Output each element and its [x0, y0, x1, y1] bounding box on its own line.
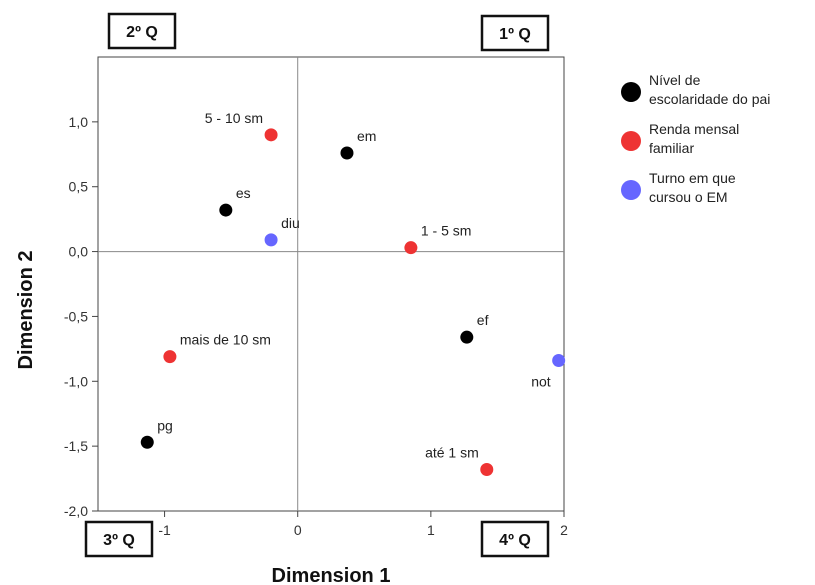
data-point-pg [140, 435, 154, 449]
data-point-mais-de-10-sm [163, 350, 177, 364]
quadrant-labels: 2º Q 1º Q 3º Q 4º Q [84, 12, 550, 558]
quadrant-label-bottom-right: 4º Q [480, 520, 550, 558]
x-tick-label: 2 [560, 522, 568, 538]
data-point-até-1-sm [480, 462, 494, 476]
quadrant-label-top-left: 2º Q [107, 12, 177, 50]
legend-item: Turno em que cursou o EM [621, 170, 736, 205]
x-tick-label: 1 [427, 522, 435, 538]
data-point-em [340, 146, 354, 160]
data-label: es [236, 185, 251, 201]
legend-label: cursou o EM [649, 189, 728, 205]
quadrant-label-text: 3º Q [103, 532, 135, 549]
y-tick-label: -1,0 [64, 373, 88, 389]
data-label: mais de 10 sm [180, 332, 271, 348]
x-tick-label: -1 [158, 522, 171, 538]
data-label: not [531, 374, 551, 390]
data-label: 5 - 10 sm [205, 110, 263, 126]
legend-label: Nível de [649, 72, 701, 88]
y-tick-label: 1,0 [69, 114, 89, 130]
legend-item: Renda mensal familiar [621, 121, 739, 156]
plot-frame [97, 56, 565, 512]
x-axis-title: Dimension 1 [272, 565, 391, 585]
data-label: 1 - 5 sm [421, 223, 472, 239]
x-axis-ticks: -1 0 1 2 [158, 511, 568, 538]
data-label: pg [157, 417, 173, 433]
data-point-not [552, 354, 566, 368]
quadrant-label-text: 2º Q [126, 24, 158, 41]
quadrant-label-text: 1º Q [499, 26, 531, 43]
quadrant-label-bottom-left: 3º Q [84, 520, 154, 558]
data-point-diu [264, 233, 278, 247]
data-points: em es ef pg 5 - 10 sm 1 - 5 sm mais de 10 sm at… [140, 110, 566, 476]
data-label: ef [477, 312, 489, 328]
legend: Nível de escolaridade do pai Renda mensal f… [621, 72, 770, 205]
legend-marker [621, 180, 641, 200]
y-tick-label: -0,5 [64, 308, 88, 324]
quadrant-label-box [480, 520, 550, 558]
data-point-ef [460, 330, 474, 344]
quadrant-label-box [480, 14, 550, 52]
x-tick-label: 0 [294, 522, 302, 538]
data-label: diu [281, 215, 300, 231]
quadrant-label-top-right: 1º Q [480, 14, 550, 52]
legend-label: Turno em que [649, 170, 736, 186]
y-axis-ticks: 1,0 0,5 0,0 -0,5 -1,0 -1,5 -2,0 [64, 114, 98, 519]
reference-lines [98, 57, 564, 511]
quadrant-label-box [84, 520, 154, 558]
data-point-1---5-sm [404, 241, 418, 255]
quadrant-label-box [107, 12, 177, 50]
legend-item: Nível de escolaridade do pai [621, 72, 770, 107]
data-label: até 1 sm [425, 444, 479, 460]
quadrant-label-text: 4º Q [499, 532, 531, 549]
legend-label: familiar [649, 140, 694, 156]
legend-marker [621, 82, 641, 102]
y-tick-label: 0,0 [69, 244, 89, 260]
legend-marker [621, 131, 641, 151]
data-point-es [219, 203, 233, 217]
y-tick-label: 0,5 [69, 179, 89, 195]
y-tick-label: -2,0 [64, 503, 88, 519]
y-tick-label: -1,5 [64, 438, 88, 454]
data-label: em [357, 128, 376, 144]
legend-label: Renda mensal [649, 121, 739, 137]
data-point-5---10-sm [264, 128, 278, 142]
legend-label: escolaridade do pai [649, 91, 770, 107]
y-axis-title: Dimension 2 [15, 251, 37, 370]
